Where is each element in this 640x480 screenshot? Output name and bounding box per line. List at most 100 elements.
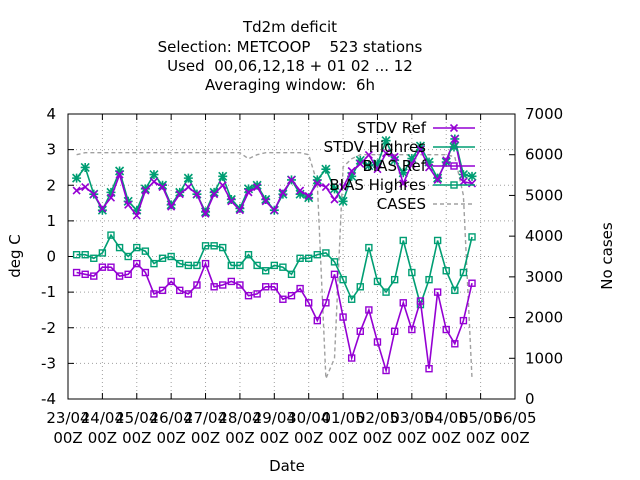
data-point — [390, 152, 399, 161]
data-point — [90, 254, 98, 262]
title-line-2: Selection: METCOOP 523 stations — [158, 38, 423, 56]
data-point — [218, 171, 228, 181]
x-tick-label-time: 00Z — [294, 429, 323, 447]
data-point — [321, 182, 330, 192]
data-point — [80, 162, 90, 173]
y2-tick-label: 1000 — [525, 349, 563, 367]
data-point — [425, 275, 433, 284]
data-point — [210, 242, 218, 250]
data-point — [407, 159, 416, 168]
data-point — [356, 327, 364, 336]
data-point — [399, 299, 407, 307]
data-point — [339, 275, 347, 284]
title-line-1: Td2m deficit — [242, 18, 337, 36]
x-tick-label-time: 00Z — [397, 429, 426, 447]
data-point — [382, 366, 390, 375]
x-tick-label-time: 00Z — [225, 429, 254, 447]
data-point — [140, 184, 150, 194]
data-point — [408, 268, 416, 277]
data-point — [261, 197, 270, 206]
data-point — [296, 284, 304, 293]
data-point — [175, 190, 184, 199]
data-point — [399, 236, 407, 245]
data-point — [81, 251, 89, 259]
data-point — [270, 206, 279, 215]
data-point — [347, 354, 356, 362]
legend-label: BIAS Highres — [329, 176, 426, 194]
data-point — [262, 283, 270, 291]
data-point — [468, 279, 476, 287]
data-point — [467, 171, 477, 181]
data-point — [98, 204, 107, 213]
y2-axis-label: No cases — [598, 222, 616, 290]
data-point — [416, 297, 425, 305]
data-point — [373, 165, 382, 174]
data-point — [201, 242, 210, 250]
data-point — [167, 252, 175, 261]
x-tick-label-time: 00Z — [53, 429, 82, 447]
data-point — [278, 188, 287, 197]
data-point — [382, 288, 390, 296]
x-tick-label-time: 00Z — [500, 429, 529, 447]
data-point — [175, 187, 185, 197]
x-tick-label-time: 00Z — [432, 429, 461, 447]
data-point — [72, 173, 82, 183]
data-point — [322, 299, 330, 307]
x-tick-label-date: 06/05 — [493, 409, 536, 427]
x-axis-ticks: 23/04 00Z 24/04 00Z 25/04 00Z 26/04 00Z 27/04 00Z… — [46, 114, 537, 447]
y-tick-label: 0 — [46, 248, 56, 266]
data-point — [210, 190, 219, 199]
data-point — [322, 249, 330, 257]
y2-tick-label: 7000 — [525, 105, 563, 123]
x-tick-label-date: 04/05 — [425, 409, 468, 427]
data-point — [287, 291, 296, 300]
chart-title: Td2m deficit Selection: METCOOP 523 stat… — [158, 18, 423, 94]
data-point — [158, 286, 167, 295]
plot-frame — [67, 113, 516, 400]
data-point — [72, 186, 81, 195]
data-point — [72, 268, 81, 277]
data-point — [407, 153, 417, 164]
data-point — [243, 184, 254, 194]
data-point — [210, 283, 218, 291]
data-point — [433, 175, 442, 184]
data-point — [81, 182, 90, 192]
x-tick-label-time: 00Z — [191, 429, 220, 447]
x-tick-label-date: 01/05 — [321, 409, 364, 427]
data-point — [150, 259, 158, 268]
data-point — [141, 186, 150, 195]
data-point — [330, 270, 339, 279]
title-line-3: Used 00,06,12,18 + 01 02 ... 12 — [167, 57, 413, 75]
y2-axis-ticks: 7000 6000 5000 4000 3000 2000 1000 0 — [509, 105, 563, 408]
data-point — [133, 243, 141, 252]
legend-label: CASES — [377, 195, 426, 213]
data-point — [261, 194, 271, 205]
data-point — [236, 261, 244, 270]
x-tick-label-date: 28/04 — [218, 409, 261, 427]
data-point — [253, 261, 261, 270]
y2-tick-label: 4000 — [525, 227, 563, 245]
data-point — [124, 200, 133, 209]
x-tick-label-date: 30/04 — [287, 409, 330, 427]
data-point — [235, 206, 244, 215]
legend-label: STDV Highres — [324, 138, 427, 156]
data-point — [450, 134, 459, 144]
series-layer — [72, 134, 477, 379]
data-point — [115, 166, 125, 176]
data-point — [390, 155, 400, 165]
data-point — [467, 179, 477, 188]
x-tick-label-time: 00Z — [466, 429, 495, 447]
legend-label: STDV Ref — [357, 119, 427, 137]
data-point — [132, 211, 141, 220]
data-point — [330, 195, 339, 204]
data-point — [313, 251, 321, 259]
data-point — [184, 261, 193, 270]
x-tick-label-date: 24/04 — [81, 409, 124, 427]
x-tick-label-time: 00Z — [260, 429, 289, 447]
data-point — [219, 281, 227, 289]
data-point — [459, 177, 468, 186]
series-line — [76, 151, 473, 379]
y-tick-label: 4 — [46, 105, 56, 123]
